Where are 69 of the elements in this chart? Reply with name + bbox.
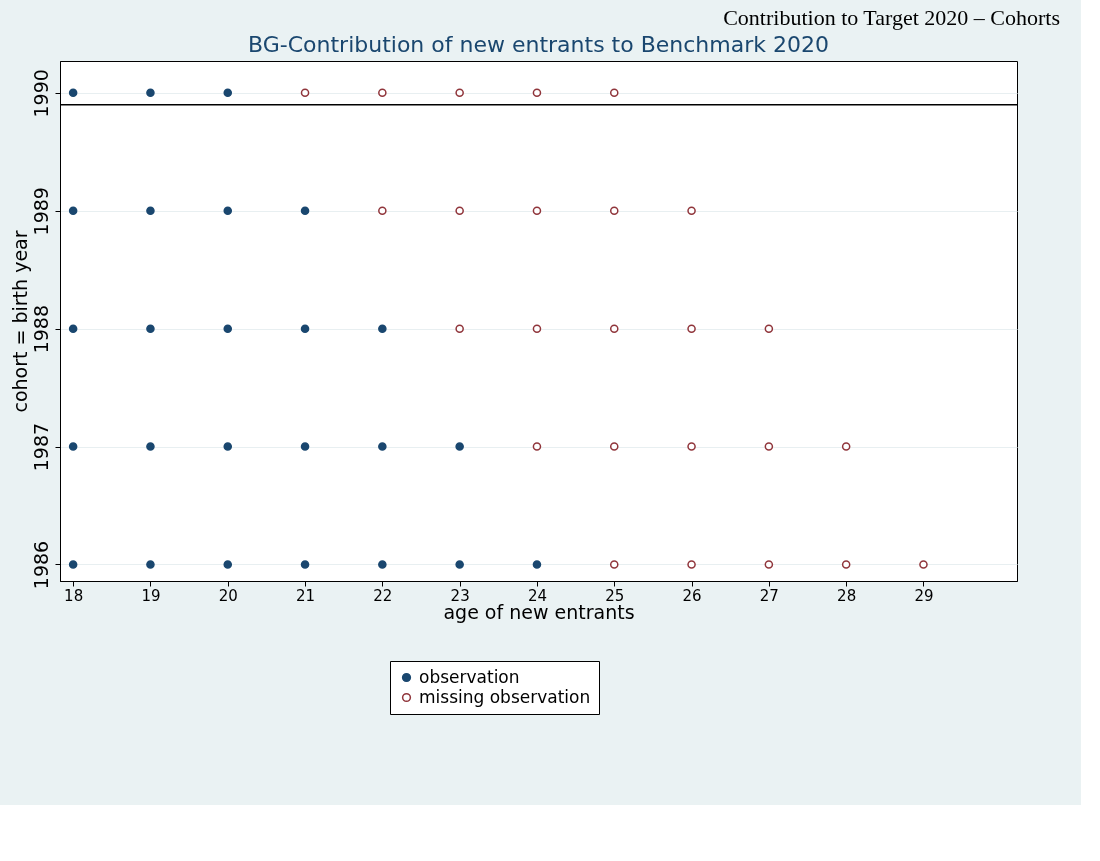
point	[455, 560, 464, 569]
point	[68, 324, 78, 333]
x-tick-label: 18	[64, 586, 84, 605]
x-tick-label: 26	[682, 586, 702, 605]
text: Contribution to Target 2020 – Cohorts	[723, 5, 1060, 30]
point	[455, 88, 464, 98]
x-tick-label: 20	[218, 586, 238, 605]
point	[532, 206, 542, 216]
point	[223, 88, 233, 98]
chart-title: BG-Contribution of new entrants to Benchmark 2020	[248, 32, 829, 57]
point	[146, 442, 155, 451]
point	[146, 324, 155, 333]
point	[764, 324, 774, 333]
point	[300, 560, 310, 569]
point	[764, 442, 774, 451]
point	[68, 442, 78, 451]
point	[687, 324, 696, 333]
point	[378, 324, 387, 333]
point	[609, 88, 619, 98]
point	[300, 88, 310, 98]
point	[532, 560, 542, 569]
point	[841, 442, 851, 451]
point	[378, 88, 387, 98]
y-tick-label: 1986	[29, 540, 52, 590]
y-axis-title: cohort = birth year	[8, 230, 31, 413]
x-tick-label: 29	[914, 586, 934, 605]
y-tick-label: 1988	[29, 304, 52, 354]
x-tick-label: 22	[373, 586, 393, 605]
point	[378, 442, 387, 451]
point	[300, 206, 310, 216]
point	[223, 324, 233, 333]
point	[223, 442, 233, 451]
point	[455, 206, 464, 216]
point	[919, 560, 928, 569]
point	[68, 560, 78, 569]
point	[687, 206, 696, 216]
x-tick-label: 27	[759, 586, 779, 605]
point	[609, 324, 619, 333]
point	[146, 560, 155, 569]
point	[68, 88, 78, 98]
point	[609, 442, 619, 451]
point	[609, 560, 619, 569]
y-tick-label: 1990	[29, 69, 52, 118]
point	[687, 560, 696, 569]
point	[300, 442, 310, 451]
point	[378, 560, 387, 569]
point	[532, 324, 542, 333]
x-tick-label: 28	[837, 586, 857, 605]
y-tick-label: 1987	[29, 422, 52, 472]
point	[223, 206, 233, 216]
x-tick-label: 19	[141, 586, 161, 605]
point	[223, 560, 233, 569]
point	[455, 324, 464, 333]
point	[378, 206, 387, 216]
y-tick-label: 1989	[29, 187, 52, 236]
point	[146, 88, 155, 98]
legend-label: observation	[419, 666, 520, 687]
point	[764, 560, 774, 569]
point	[455, 442, 464, 451]
point	[609, 206, 619, 216]
point	[68, 206, 78, 216]
point	[532, 88, 542, 98]
point	[146, 206, 155, 216]
x-tick-label: 21	[296, 586, 316, 605]
point	[687, 442, 696, 451]
point	[841, 560, 851, 569]
point	[532, 442, 542, 451]
legend-label: missing observation	[419, 686, 591, 707]
point	[300, 324, 310, 333]
